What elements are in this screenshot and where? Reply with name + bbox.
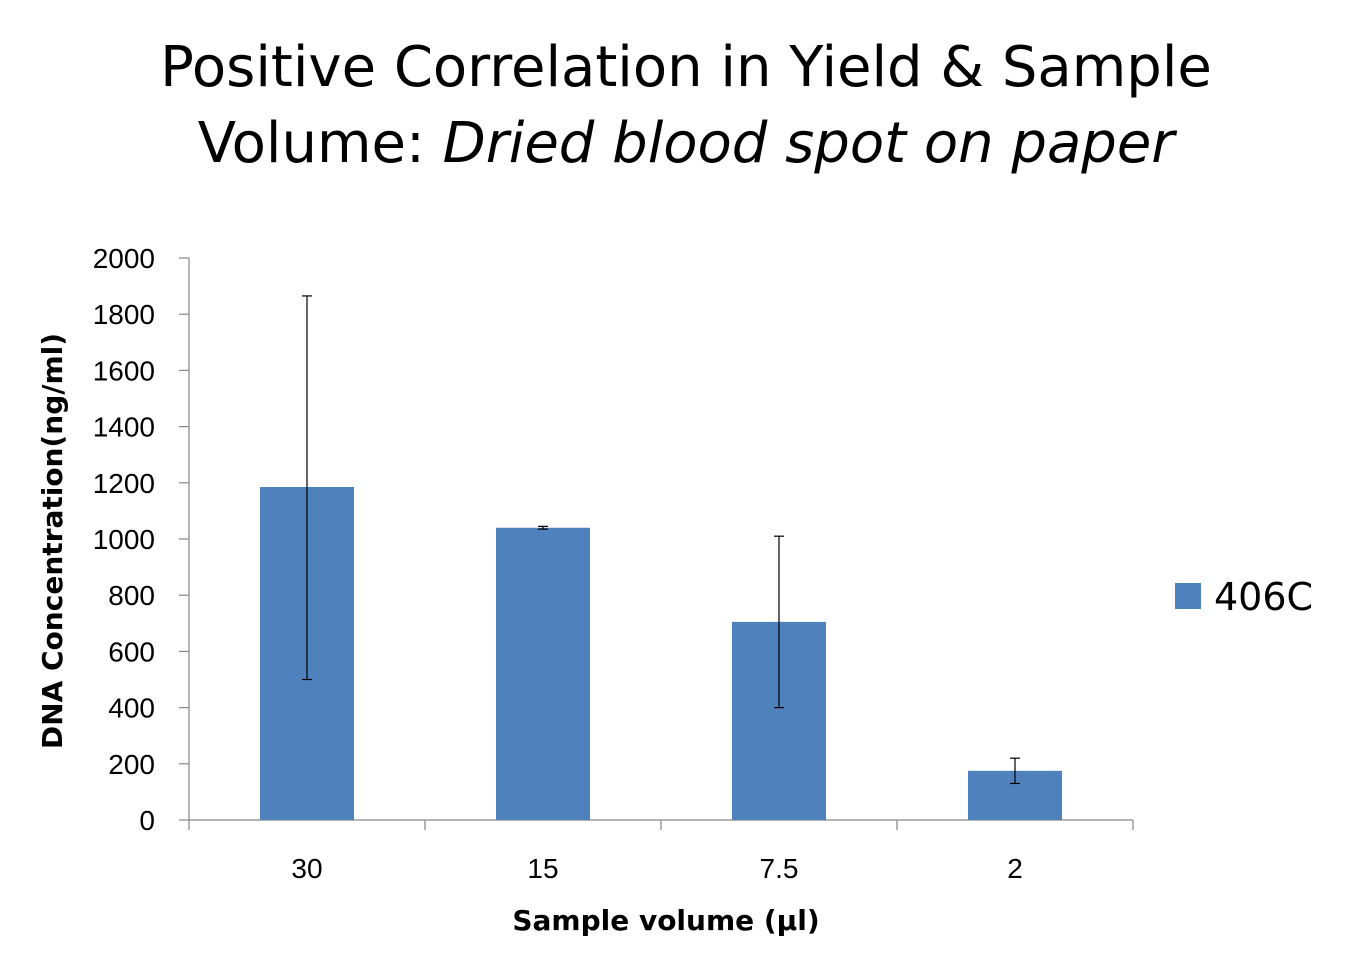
y-tick-label: 600: [108, 636, 155, 667]
y-tick-label: 0: [139, 805, 155, 836]
y-tick-label: 1000: [93, 524, 155, 555]
x-tick-label: 2: [1007, 853, 1023, 884]
bar-chart: 0 200 400 600 800 1000 1200 1400 1600 1800 2000 30 1…: [0, 0, 1372, 967]
y-tick-label: 400: [108, 693, 155, 724]
x-tick-label: 7.5: [760, 853, 799, 884]
y-tick-label: 200: [108, 749, 155, 780]
x-tick-label: 30: [291, 853, 322, 884]
x-tick-label: 15: [527, 853, 558, 884]
y-tick-label: 1200: [93, 468, 155, 499]
y-tick-label: 1600: [93, 355, 155, 386]
y-tick-label: 2000: [93, 243, 155, 274]
legend-label: 406C: [1214, 575, 1313, 619]
x-axis-title: Sample volume (µl): [512, 904, 819, 937]
y-axis-title: DNA Concentration(ng/ml): [36, 333, 69, 749]
bar: [496, 528, 590, 820]
y-tick-label: 800: [108, 580, 155, 611]
y-tick-label: 1400: [93, 412, 155, 443]
y-tick-label: 1800: [93, 299, 155, 330]
legend-swatch: [1175, 583, 1201, 609]
